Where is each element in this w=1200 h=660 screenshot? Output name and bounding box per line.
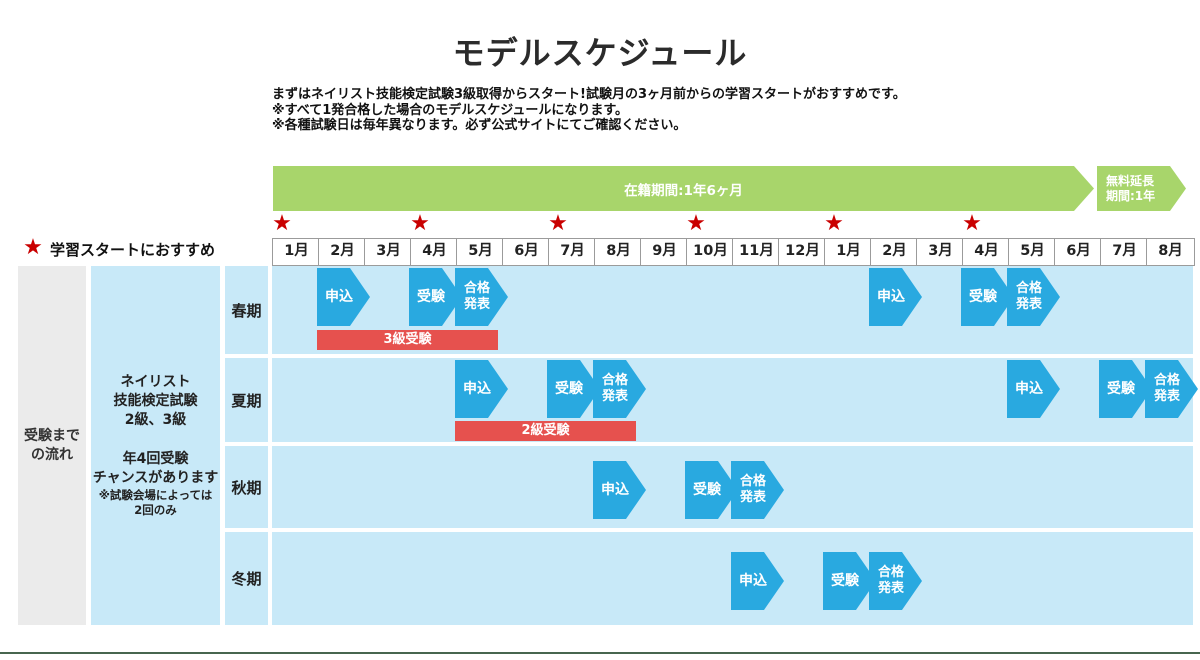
month-cell: 6月 bbox=[502, 238, 551, 266]
month-cell: 9月 bbox=[640, 238, 689, 266]
month-cell: 10月 bbox=[686, 238, 735, 266]
intro-text: まずはネイリスト技能検定試験3級取得からスタート!試験月の3ヶ月前からの学習スタ… bbox=[272, 87, 912, 134]
grade3-exam-period-bar: 3級受験 bbox=[317, 330, 498, 350]
intro-line: ※すべて1発合格した場合のモデルスケジュールになります。 bbox=[272, 102, 629, 118]
season-cell: 秋期 bbox=[225, 446, 268, 528]
season-cell: 夏期 bbox=[225, 358, 268, 442]
exam-chance-line: 年4回受験 bbox=[122, 451, 189, 467]
legend-label: 学習スタートにおすすめ bbox=[50, 241, 216, 259]
intro-line: ※各種試験日は毎年異なります。必ず公式サイトにてご確認ください。 bbox=[272, 118, 687, 133]
page-title: モデルスケジュール bbox=[452, 34, 748, 72]
flow-panel-line: 受験まで bbox=[24, 427, 80, 444]
month-cell: 1月 bbox=[824, 238, 873, 266]
footer-divider bbox=[0, 652, 1200, 654]
exam-note-line: 2回のみ bbox=[134, 503, 177, 517]
exam-note-line: ※試験会場によっては bbox=[98, 488, 213, 502]
month-cell: 11月 bbox=[732, 238, 781, 266]
free-extension-banner: 無料延長 期間:1年 bbox=[1097, 166, 1186, 211]
star-icon: ★ bbox=[410, 211, 430, 236]
star-icon: ★ bbox=[686, 211, 706, 236]
season-track bbox=[272, 358, 1193, 442]
results-badge: 合格 発表 bbox=[1145, 360, 1198, 418]
exam-info-line: ネイリスト bbox=[120, 374, 191, 390]
star-icon: ★ bbox=[548, 211, 568, 236]
enrollment-period-label: 在籍期間:1年6ヶ月 bbox=[624, 182, 743, 199]
season-cell: 春期 bbox=[225, 266, 268, 354]
star-icon: ★ bbox=[23, 235, 43, 260]
month-cell: 4月 bbox=[962, 238, 1011, 266]
month-cell: 12月 bbox=[778, 238, 827, 266]
flow-panel-line: の流れ bbox=[31, 446, 73, 463]
enrollment-period-banner: 在籍期間:1年6ヶ月 bbox=[273, 166, 1094, 211]
month-cell: 8月 bbox=[594, 238, 643, 266]
results-badge: 合格 発表 bbox=[455, 268, 508, 326]
exam-chance-line: チャンスがあります bbox=[92, 470, 219, 486]
flow-panel: 受験まで の流れ bbox=[18, 266, 86, 625]
star-icon: ★ bbox=[824, 211, 844, 236]
month-cell: 2月 bbox=[870, 238, 919, 266]
exam-info-line: 2級、3級 bbox=[124, 412, 187, 428]
month-cell: 7月 bbox=[548, 238, 597, 266]
month-cell: 7月 bbox=[1100, 238, 1149, 266]
month-cell: 5月 bbox=[456, 238, 505, 266]
grade2-exam-period-bar: 2級受験 bbox=[455, 421, 636, 441]
season-cell: 冬期 bbox=[225, 532, 268, 625]
star-icon: ★ bbox=[272, 211, 292, 236]
exam-info-line: 技能検定試験 bbox=[113, 393, 198, 409]
month-cell: 3月 bbox=[916, 238, 965, 266]
star-icon: ★ bbox=[962, 211, 982, 236]
month-cell: 2月 bbox=[318, 238, 367, 266]
exam-info-panel: ネイリスト 技能検定試験 2級、3級 年4回受験 チャンスがあります ※試験会場… bbox=[91, 266, 220, 625]
month-cell: 6月 bbox=[1054, 238, 1103, 266]
month-cell: 1月 bbox=[272, 238, 321, 266]
month-cell: 8月 bbox=[1146, 238, 1195, 266]
intro-line: まずはネイリスト技能検定試験3級取得からスタート!試験月の3ヶ月前からの学習スタ… bbox=[272, 87, 906, 102]
month-cell: 4月 bbox=[410, 238, 459, 266]
month-cell: 5月 bbox=[1008, 238, 1057, 266]
month-cell: 3月 bbox=[364, 238, 413, 266]
